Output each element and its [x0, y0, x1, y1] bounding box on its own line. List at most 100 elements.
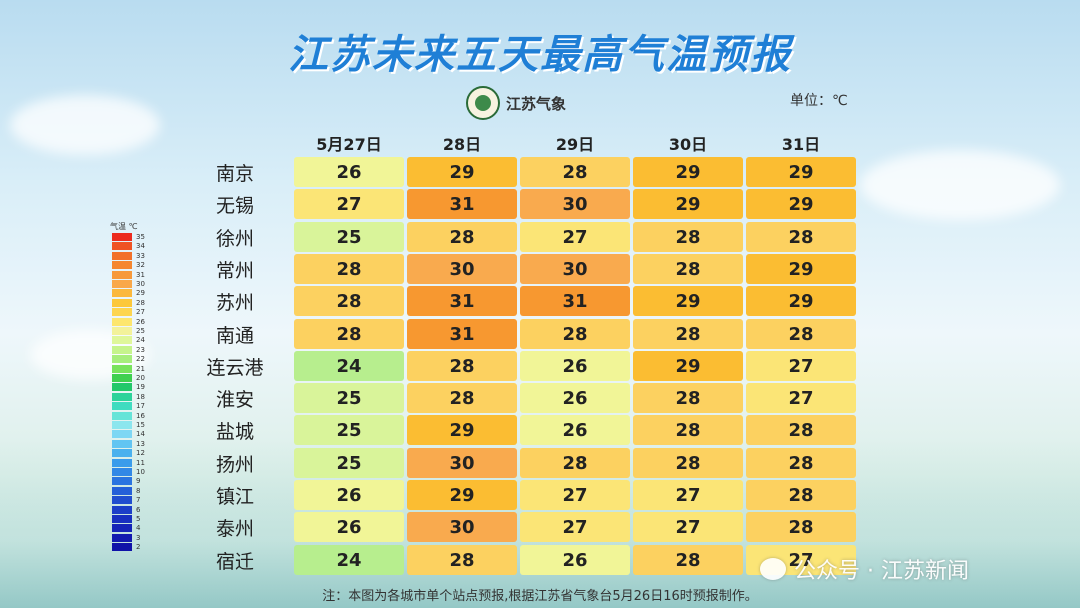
legend-swatch [112, 515, 132, 523]
temperature-cell: 30 [407, 254, 517, 284]
city-label: 常州 [215, 260, 254, 282]
temperature-cell: 28 [633, 222, 743, 252]
city-label: 苏州 [215, 292, 254, 314]
legend-swatch [112, 412, 132, 420]
temperature-cell: 26 [520, 415, 630, 445]
temperature-cell: 28 [633, 448, 743, 478]
background-cloud [10, 95, 160, 155]
legend-tick-label: 13 [136, 440, 145, 448]
temperature-cell: 28 [746, 222, 856, 252]
legend-tick-label: 31 [136, 271, 145, 279]
legend-swatch [112, 374, 132, 382]
legend-swatch [112, 271, 132, 279]
legend-swatch [112, 487, 132, 495]
legend-swatch [112, 496, 132, 504]
legend-tick-label: 33 [136, 252, 145, 260]
legend-tick-label: 2 [136, 543, 141, 551]
city-label: 宿迁 [215, 551, 254, 573]
legend-tick-label: 18 [136, 393, 145, 401]
legend-tick-label: 22 [136, 355, 145, 363]
page-title: 江苏未来五天最高气温预报 [288, 32, 792, 78]
temperature-cell: 29 [407, 415, 517, 445]
temperature-cell: 27 [633, 512, 743, 542]
temperature-cell: 27 [633, 480, 743, 510]
temperature-cell: 30 [520, 189, 630, 219]
city-label: 南通 [215, 325, 254, 347]
legend-tick-label: 27 [136, 308, 145, 316]
temperature-cell: 26 [294, 157, 404, 187]
temperature-cell: 28 [294, 319, 404, 349]
city-label: 无锡 [215, 195, 254, 217]
legend-tick-label: 24 [136, 336, 145, 344]
legend-swatch [112, 365, 132, 373]
legend-tick-label: 6 [136, 506, 141, 514]
temperature-cell: 28 [407, 383, 517, 413]
temperature-cell: 29 [746, 286, 856, 316]
legend-tick-label: 34 [136, 242, 145, 250]
footnote: 注：本图为各城市单个站点预报,根据江苏省气象台5月26日16时预报制作。 [322, 589, 758, 604]
temperature-cell: 28 [407, 222, 517, 252]
legend-swatch [112, 506, 132, 514]
temperature-cell: 26 [294, 480, 404, 510]
legend-tick-label: 17 [136, 402, 145, 410]
temperature-cell: 28 [633, 254, 743, 284]
city-label: 徐州 [215, 228, 254, 250]
temperature-cell: 29 [407, 480, 517, 510]
legend-tick-label: 9 [136, 477, 141, 485]
city-label: 淮安 [215, 389, 254, 411]
temperature-cell: 29 [407, 157, 517, 187]
temperature-cell: 29 [746, 157, 856, 187]
temperature-cell: 26 [520, 383, 630, 413]
legend-swatch [112, 299, 132, 307]
temperature-cell: 26 [294, 512, 404, 542]
logo-text: 江苏气象 [506, 94, 567, 113]
temperature-cell: 27 [746, 351, 856, 381]
city-label: 镇江 [215, 486, 254, 508]
legend-swatch [112, 477, 132, 485]
temperature-cell: 28 [407, 351, 517, 381]
legend-swatch [112, 534, 132, 542]
temperature-cell: 30 [407, 448, 517, 478]
watermark: 公众号 · 江苏新闻 [760, 553, 969, 585]
temperature-cell: 28 [746, 480, 856, 510]
temperature-cell: 28 [407, 545, 517, 575]
temperature-cell: 28 [294, 254, 404, 284]
legend-tick-label: 12 [136, 449, 145, 457]
temperature-cell: 27 [520, 222, 630, 252]
legend-tick-label: 29 [136, 289, 145, 297]
temperature-cell: 28 [633, 319, 743, 349]
legend-tick-label: 7 [136, 496, 141, 504]
temperature-cell: 28 [633, 545, 743, 575]
unit-label: 单位：℃ [790, 93, 848, 109]
temperature-cell: 28 [294, 286, 404, 316]
legend-tick-label: 15 [136, 421, 145, 429]
temperature-cell: 26 [520, 545, 630, 575]
legend-swatch [112, 402, 132, 410]
legend-swatch [112, 543, 132, 551]
legend-swatch [112, 524, 132, 532]
temperature-cell: 24 [294, 545, 404, 575]
legend-swatch [112, 308, 132, 316]
legend-swatch [112, 242, 132, 250]
legend-tick-label: 25 [136, 327, 145, 335]
temperature-cell: 28 [633, 415, 743, 445]
legend-swatch [112, 327, 132, 335]
column-header: 29日 [555, 135, 595, 154]
legend-swatch [112, 346, 132, 354]
column-header: 31日 [781, 135, 821, 154]
temperature-cell: 31 [520, 286, 630, 316]
temperature-cell: 30 [407, 512, 517, 542]
legend-tick-label: 30 [136, 280, 145, 288]
legend-swatch [112, 430, 132, 438]
temperature-cell: 31 [407, 286, 517, 316]
temperature-cell: 28 [520, 448, 630, 478]
logo-emblem-icon [466, 86, 500, 120]
legend-swatch [112, 468, 132, 476]
legend-tick-label: 32 [136, 261, 145, 269]
temperature-cell: 26 [520, 351, 630, 381]
column-header: 30日 [668, 135, 708, 154]
temperature-cell: 27 [520, 512, 630, 542]
temperature-cell: 27 [294, 189, 404, 219]
legend-tick-label: 19 [136, 383, 145, 391]
city-label: 扬州 [215, 454, 254, 476]
